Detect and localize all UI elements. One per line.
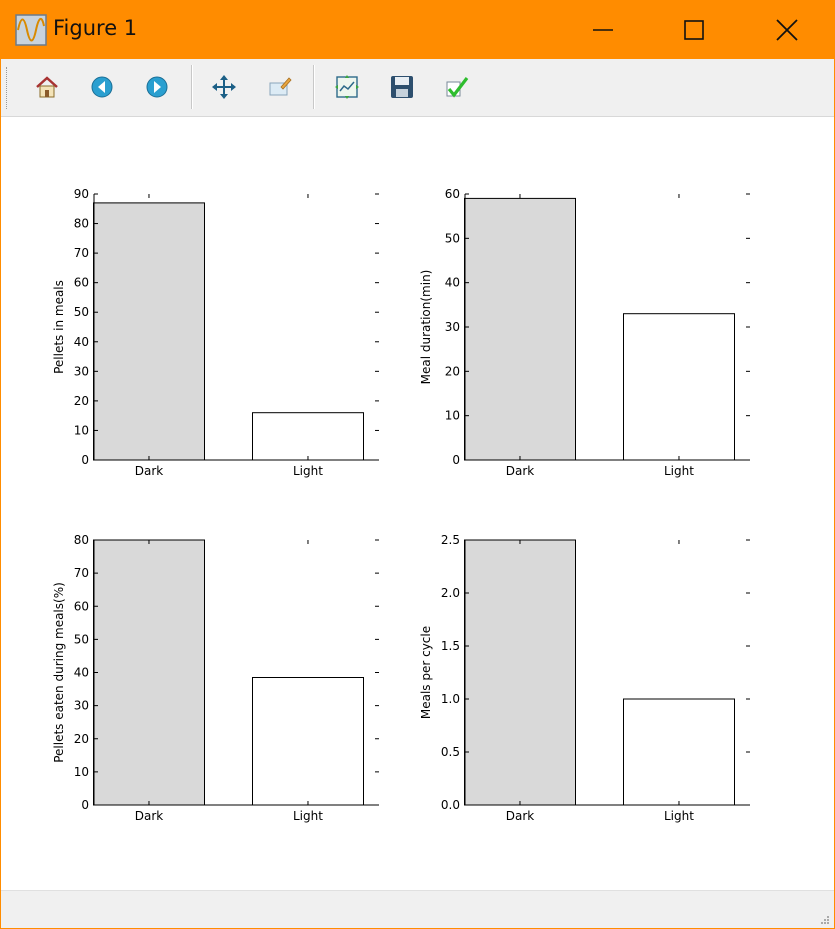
forward-button[interactable]: [142, 72, 172, 102]
y-tick-label: 60: [74, 599, 89, 613]
resize-grip-icon[interactable]: [820, 915, 830, 925]
y-tick-label: 1.0: [441, 692, 460, 706]
y-tick-label: 30: [74, 364, 89, 378]
minimize-button[interactable]: [557, 1, 649, 59]
y-tick-label: 30: [445, 320, 460, 334]
y-tick-label: 0.5: [441, 745, 460, 759]
y-tick-label: 80: [74, 217, 89, 231]
maximize-button[interactable]: [648, 1, 740, 59]
bar-light: [252, 677, 364, 806]
subplots-icon: [335, 75, 359, 99]
y-tick-label: 70: [74, 566, 89, 580]
x-tick-label: Dark: [506, 809, 535, 823]
y-axis-label: Pellets in meals: [52, 280, 66, 374]
y-tick-label: 20: [74, 394, 89, 408]
x-tick-label: Light: [293, 464, 323, 478]
y-tick-label: 20: [74, 732, 89, 746]
bar-light: [623, 698, 735, 806]
y-axis-label: Pellets eaten during meals(%): [52, 582, 66, 763]
y-tick-label: 50: [74, 632, 89, 646]
home-icon: [36, 76, 58, 98]
minimize-icon: [593, 29, 613, 31]
y-tick-label: 0.0: [441, 798, 460, 812]
y-tick-label: 10: [74, 765, 89, 779]
close-icon: [776, 19, 798, 41]
pan-button[interactable]: [209, 72, 239, 102]
arrow-left-icon: [91, 76, 113, 98]
save-button[interactable]: [387, 72, 417, 102]
floppy-icon: [391, 76, 413, 98]
y-tick-label: 50: [74, 305, 89, 319]
checkmark-icon: [446, 77, 469, 98]
y-tick-label: 40: [74, 335, 89, 349]
back-button[interactable]: [87, 72, 117, 102]
y-tick-label: 60: [445, 187, 460, 201]
y-tick-label: 10: [74, 423, 89, 437]
x-tick-label: Dark: [506, 464, 535, 478]
x-tick-label: Dark: [135, 464, 164, 478]
y-tick-label: 40: [445, 276, 460, 290]
y-tick-label: 80: [74, 533, 89, 547]
figure-plot-area: 0 10 20 30 40 50 60 70 80 90 Dark Light Pellets in m…: [52, 187, 750, 823]
y-tick-label: 2.5: [441, 533, 460, 547]
y-tick-label: 70: [74, 246, 89, 260]
status-bar: [1, 890, 834, 928]
x-tick-label: Dark: [135, 809, 164, 823]
home-button[interactable]: [32, 72, 62, 102]
y-tick-label: 50: [445, 231, 460, 245]
arrow-right-icon: [146, 76, 168, 98]
move-icon: [212, 75, 236, 99]
y-tick-label: 0: [81, 453, 89, 467]
toolbar-separator: [313, 65, 315, 109]
y-axis-label: Meal duration(min): [419, 270, 433, 385]
bar-dark: [93, 539, 205, 806]
bar-light: [252, 412, 364, 461]
zoom-button[interactable]: [265, 72, 295, 102]
figure-canvas[interactable]: 0 10 20 30 40 50 60 70 80 90 Dark Light Pellets in m…: [1, 117, 834, 889]
close-button[interactable]: [741, 1, 833, 59]
y-tick-label: 30: [74, 699, 89, 713]
y-tick-label: 10: [445, 409, 460, 423]
maximize-icon: [684, 20, 704, 40]
figure-wave-icon: [15, 14, 47, 46]
title-bar[interactable]: Figure 1: [1, 1, 834, 59]
x-tick-label: Light: [664, 464, 694, 478]
y-axis-label: Meals per cycle: [419, 626, 433, 719]
window-title: Figure 1: [53, 16, 138, 40]
x-tick-label: Light: [664, 809, 694, 823]
edit-button[interactable]: [442, 72, 472, 102]
y-tick-label: 20: [445, 364, 460, 378]
bar-dark: [464, 539, 576, 806]
bar-dark: [464, 197, 576, 461]
y-tick-label: 90: [74, 187, 89, 201]
y-tick-label: 1.5: [441, 639, 460, 653]
x-tick-label: Light: [293, 809, 323, 823]
y-tick-label: 2.0: [441, 586, 460, 600]
zoom-rect-icon: [269, 77, 292, 96]
toolbar-grip[interactable]: [6, 67, 9, 109]
y-tick-label: 0: [452, 453, 460, 467]
toolbar: [1, 59, 834, 117]
bar-light: [623, 313, 735, 461]
y-tick-label: 60: [74, 276, 89, 290]
y-tick-label: 0: [81, 798, 89, 812]
toolbar-separator: [191, 65, 193, 109]
y-tick-label: 40: [74, 666, 89, 680]
bar-dark: [93, 202, 205, 461]
subplots-button[interactable]: [332, 72, 362, 102]
